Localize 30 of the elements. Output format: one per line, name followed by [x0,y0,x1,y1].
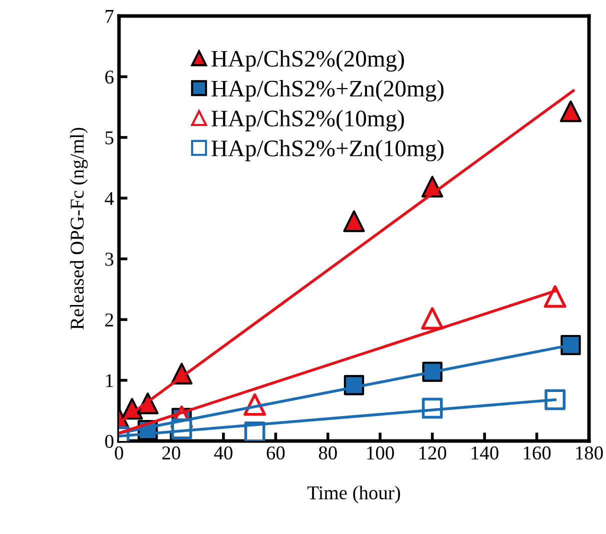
y-tick-label: 7 [106,10,114,23]
point [544,285,566,308]
x-tick-label: 140 [472,446,498,460]
y-tick-label: 4 [104,192,114,205]
point [544,389,566,410]
legend-label: HAp/ChS2%+Zn(20mg) [212,80,444,102]
x-axis-title: Time (hour) [307,486,400,504]
point [343,210,365,232]
y-tick-label: 3 [105,252,114,266]
x-tick-label: 180 [576,446,603,460]
y-tick-label: 6 [105,70,114,84]
x-tick-label: 40 [214,446,232,460]
y-axis-title: Released OPG-Fc (ng/ml) [70,128,88,330]
y-tick-label: 1 [106,374,113,388]
point [421,307,444,330]
x-tick-label: 80 [318,446,337,460]
x-tick-label: 100 [367,446,394,460]
y-tick-label: 2 [105,313,114,326]
point [560,100,582,122]
x-tick-label: 120 [419,446,446,460]
x-tick-label: 60 [266,446,285,460]
y-tick-label: 5 [106,131,114,144]
point [560,334,581,356]
y-tick-label: 0 [105,434,114,448]
legend-label: HAp/ChS2%(20mg) [212,50,404,72]
x-tick-label: 20 [162,446,180,460]
x-tick-label: 0 [114,446,124,460]
legend-label: HAp/ChS2%+Zn(10mg) [212,140,444,162]
x-tick-label: 160 [524,446,551,460]
legend-label: HAp/ChS2%(10mg) [212,110,404,132]
